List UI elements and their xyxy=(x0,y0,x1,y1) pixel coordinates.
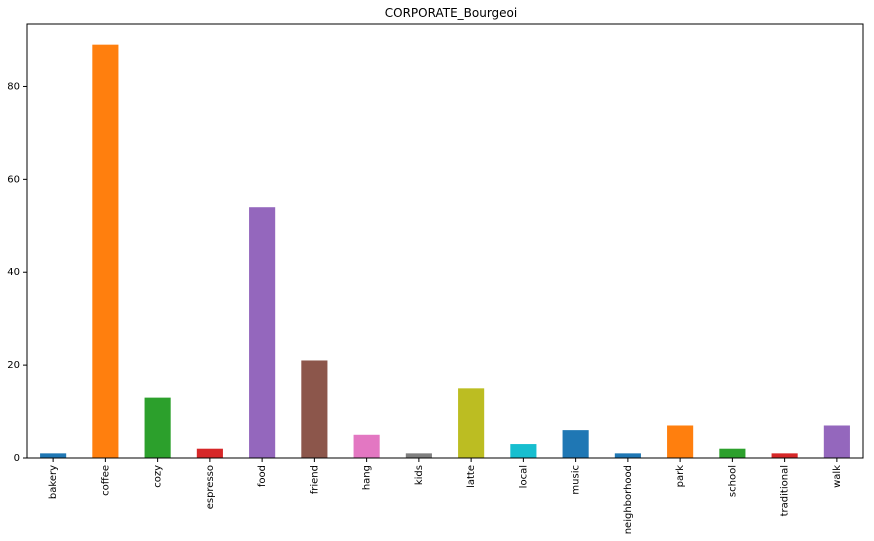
bars-layer xyxy=(40,44,850,459)
x-tick-label: hang xyxy=(362,465,373,490)
y-tick-label: 0 xyxy=(14,453,20,464)
y-tick-label: 40 xyxy=(7,267,20,278)
bar-walk xyxy=(823,425,850,458)
y-tick-label: 20 xyxy=(7,360,20,371)
y-axis: 0 20 40 60 80 xyxy=(7,81,27,464)
x-tick-label: coffee xyxy=(100,465,111,496)
x-tick-label: bakery xyxy=(48,465,59,499)
x-tick-label: food xyxy=(257,465,268,487)
x-tick-label: traditional xyxy=(780,465,791,516)
x-axis: bakery coffee cozy espresso food friend hang ki… xyxy=(48,458,843,534)
x-tick-label: neighborhood xyxy=(623,465,634,534)
bar-espresso xyxy=(196,448,223,458)
bar-kids xyxy=(405,453,432,458)
bar-neighborhood xyxy=(614,453,641,458)
x-tick-label: latte xyxy=(466,465,477,488)
x-tick-label: friend xyxy=(309,465,320,494)
bar-school xyxy=(719,448,746,458)
x-tick-label: park xyxy=(675,465,686,488)
bar-friend xyxy=(301,360,328,458)
x-tick-label: cozy xyxy=(153,465,164,488)
bar-music xyxy=(562,430,589,458)
x-tick-label: music xyxy=(571,465,582,495)
y-tick-label: 60 xyxy=(7,174,20,185)
bar-traditional xyxy=(771,453,798,458)
bar-latte xyxy=(458,388,485,458)
x-tick-label: local xyxy=(518,465,529,488)
x-tick-label: school xyxy=(727,465,738,497)
bar-hang xyxy=(353,434,380,458)
bar-cozy xyxy=(144,397,171,458)
bar-local xyxy=(510,444,537,458)
bar-coffee xyxy=(92,44,119,459)
chart-title: CORPORATE_Bourgeoi xyxy=(385,6,517,20)
y-tick-label: 80 xyxy=(7,81,20,92)
x-tick-label: espresso xyxy=(205,465,216,509)
bar-park xyxy=(667,425,694,458)
bar-bakery xyxy=(40,453,67,458)
x-tick-label: walk xyxy=(832,465,843,488)
plot-frame xyxy=(26,23,864,459)
x-tick-label: kids xyxy=(414,465,425,485)
bar-food xyxy=(249,207,276,458)
